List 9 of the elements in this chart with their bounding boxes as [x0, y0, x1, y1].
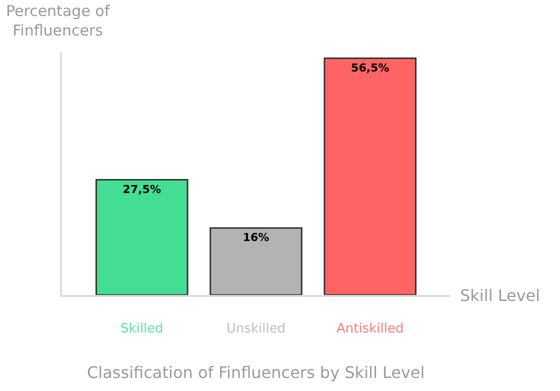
data-label: 27,5%: [122, 182, 161, 196]
text: Classification of Finfluencers by Skill Level: [87, 363, 425, 382]
x-axis-title: Skill Level: [460, 286, 540, 305]
data-label: 16%: [242, 230, 270, 244]
x-tick-label: Skilled: [120, 322, 164, 337]
x-tick-label: Antiskilled: [336, 322, 404, 337]
x-tick-label: Unskilled: [226, 322, 286, 337]
y-axis-title: Percentage of Finfluencers: [6, 2, 110, 40]
data-label: 56,5%: [351, 61, 390, 74]
